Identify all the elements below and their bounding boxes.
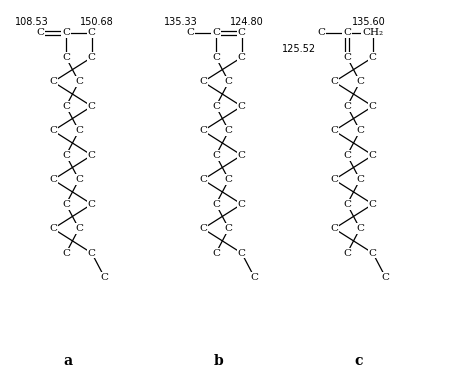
Text: C: C xyxy=(62,249,70,257)
Text: C: C xyxy=(75,77,83,86)
Text: C: C xyxy=(36,28,44,37)
Text: C: C xyxy=(343,28,351,37)
Text: C: C xyxy=(88,53,96,62)
Text: C: C xyxy=(369,200,377,209)
Text: 135.60: 135.60 xyxy=(352,17,385,27)
Text: C: C xyxy=(49,126,57,135)
Text: C: C xyxy=(237,200,246,209)
Text: C: C xyxy=(199,126,207,135)
Text: C: C xyxy=(212,102,220,111)
Text: C: C xyxy=(75,175,83,184)
Text: C: C xyxy=(330,126,338,135)
Text: C: C xyxy=(62,53,70,62)
Text: C: C xyxy=(199,175,207,184)
Text: C: C xyxy=(343,151,351,160)
Text: C: C xyxy=(62,200,70,209)
Text: C: C xyxy=(100,273,109,282)
Text: CH₂: CH₂ xyxy=(362,28,383,37)
Text: C: C xyxy=(356,175,364,184)
Text: C: C xyxy=(237,53,246,62)
Text: C: C xyxy=(343,53,351,62)
Text: C: C xyxy=(62,151,70,160)
Text: 135.33: 135.33 xyxy=(164,17,198,27)
Text: C: C xyxy=(49,224,57,233)
Text: C: C xyxy=(212,28,220,37)
Text: C: C xyxy=(62,102,70,111)
Text: C: C xyxy=(237,28,246,37)
Text: C: C xyxy=(356,126,364,135)
Text: C: C xyxy=(212,200,220,209)
Text: C: C xyxy=(237,102,246,111)
Text: a: a xyxy=(64,354,73,368)
Text: C: C xyxy=(212,151,220,160)
Text: b: b xyxy=(213,354,223,368)
Text: C: C xyxy=(225,175,233,184)
Text: C: C xyxy=(237,151,246,160)
Text: C: C xyxy=(199,77,207,86)
Text: c: c xyxy=(355,354,363,368)
Text: C: C xyxy=(225,126,233,135)
Text: C: C xyxy=(317,28,325,37)
Text: C: C xyxy=(49,77,57,86)
Text: C: C xyxy=(225,224,233,233)
Text: C: C xyxy=(88,200,96,209)
Text: C: C xyxy=(225,77,233,86)
Text: C: C xyxy=(343,102,351,111)
Text: C: C xyxy=(212,249,220,257)
Text: C: C xyxy=(75,126,83,135)
Text: C: C xyxy=(237,249,246,257)
Text: C: C xyxy=(369,249,377,257)
Text: C: C xyxy=(356,77,364,86)
Text: C: C xyxy=(88,28,96,37)
Text: C: C xyxy=(356,224,364,233)
Text: C: C xyxy=(330,224,338,233)
Text: C: C xyxy=(199,224,207,233)
Text: C: C xyxy=(212,53,220,62)
Text: C: C xyxy=(343,200,351,209)
Text: C: C xyxy=(88,151,96,160)
Text: C: C xyxy=(369,102,377,111)
Text: C: C xyxy=(88,102,96,111)
Text: C: C xyxy=(330,175,338,184)
Text: C: C xyxy=(186,28,194,37)
Text: C: C xyxy=(62,28,70,37)
Text: 125.52: 125.52 xyxy=(282,44,316,53)
Text: C: C xyxy=(75,224,83,233)
Text: C: C xyxy=(369,53,377,62)
Text: C: C xyxy=(343,249,351,257)
Text: C: C xyxy=(382,273,390,282)
Text: C: C xyxy=(88,249,96,257)
Text: C: C xyxy=(330,77,338,86)
Text: 108.53: 108.53 xyxy=(15,17,48,27)
Text: C: C xyxy=(251,273,258,282)
Text: C: C xyxy=(369,151,377,160)
Text: C: C xyxy=(49,175,57,184)
Text: 124.80: 124.80 xyxy=(230,17,264,27)
Text: 150.68: 150.68 xyxy=(80,17,114,27)
